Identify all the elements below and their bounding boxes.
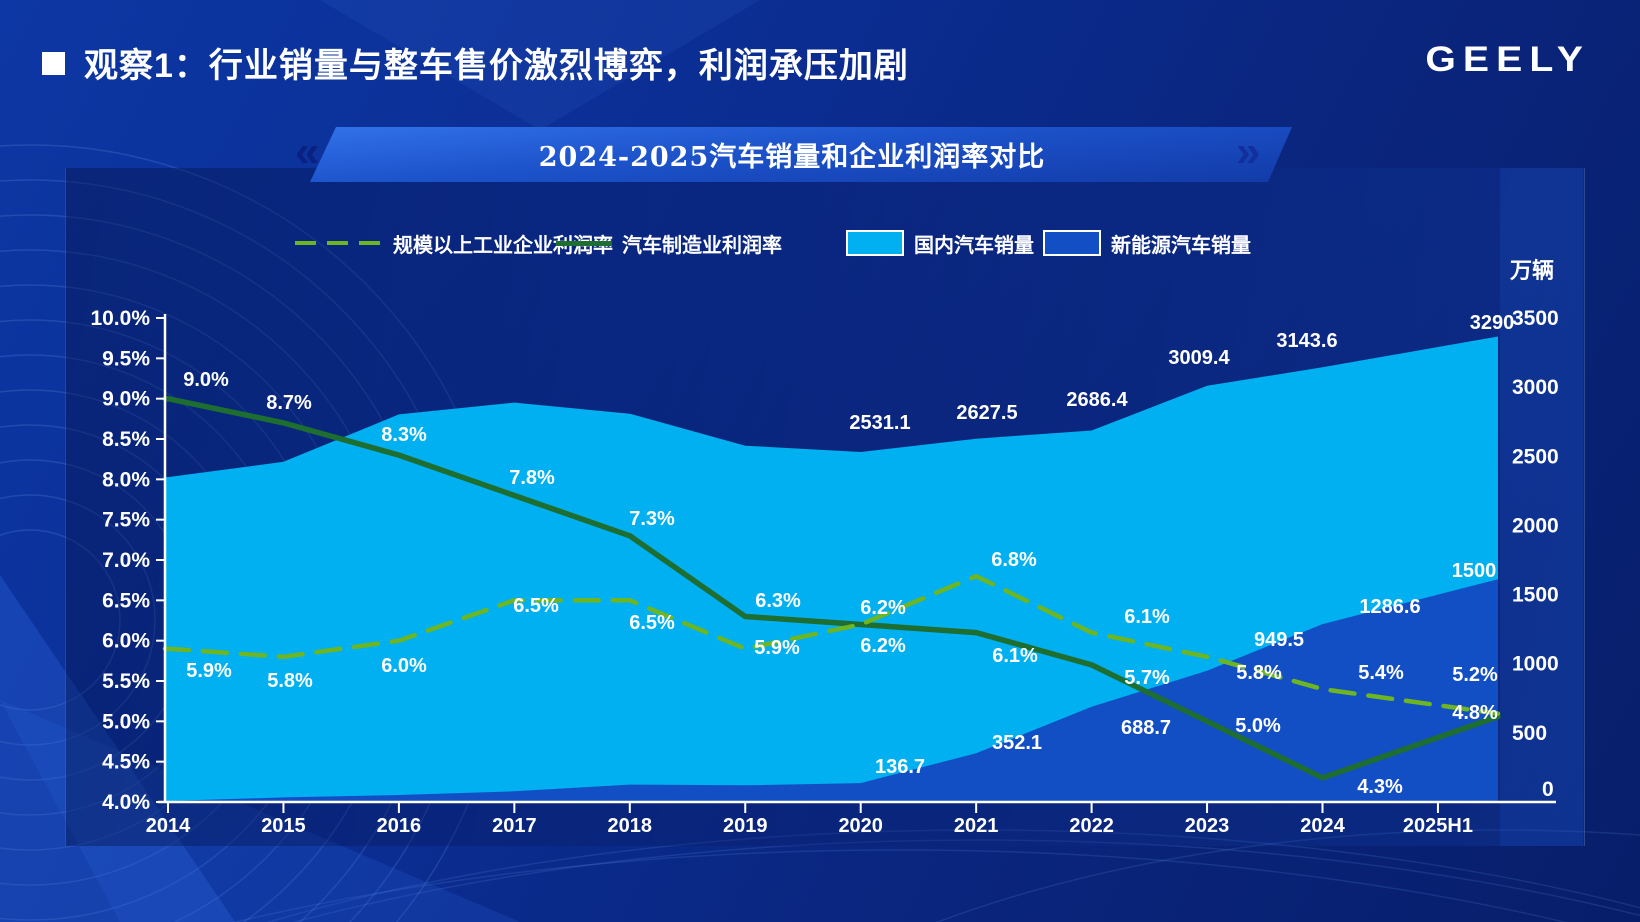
geely-logo: GEELY	[1425, 40, 1590, 79]
legend-item-auto-margin: 汽车制造业利润率	[556, 228, 782, 258]
legend-label: 国内汽车销量	[914, 234, 1034, 257]
title-bullet-square	[42, 52, 65, 75]
legend-item-domestic-sales: 国内汽车销量	[846, 228, 1034, 258]
legend-label: 规模以上工业企业利润率	[393, 234, 613, 257]
dashed-line-swatch	[295, 241, 383, 245]
legend-item-nev-sales: 新能源汽车销量	[1043, 228, 1251, 258]
page-title: 观察1：行业销量与整车售价激烈博弈，利润承压加剧	[84, 47, 909, 85]
chevron-left-icon: «	[295, 127, 320, 176]
legend-label: 汽车制造业利润率	[622, 234, 782, 257]
area-swatch-light-blue	[846, 230, 904, 256]
legend-item-industry-margin: 规模以上工业企业利润率	[295, 228, 613, 258]
area-swatch-royal-blue	[1043, 230, 1101, 256]
chart-title-banner: 2024-2025汽车销量和企业利润率对比	[292, 127, 1292, 182]
legend-label: 新能源汽车销量	[1111, 234, 1251, 257]
chart-title: 2024-2025汽车销量和企业利润率对比	[538, 142, 1046, 173]
chart-panel-right-band	[1500, 168, 1583, 846]
chevron-right-icon: »	[1236, 127, 1261, 176]
chart-panel	[65, 168, 1585, 846]
solid-line-swatch	[556, 240, 612, 246]
